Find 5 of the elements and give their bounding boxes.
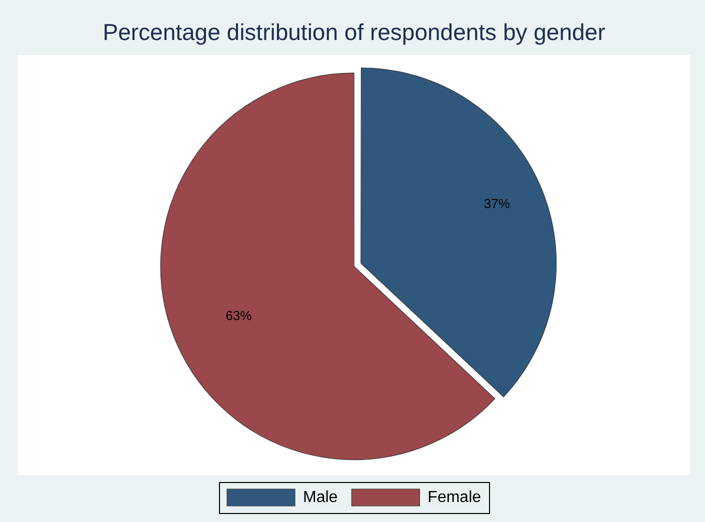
data-label: 63% [226, 308, 252, 323]
data-label: 37% [484, 196, 510, 212]
legend-label: Female [428, 488, 482, 506]
chart-title: Percentage distribution of respondents by gender [102, 19, 606, 46]
legend-label: Male [302, 488, 338, 506]
